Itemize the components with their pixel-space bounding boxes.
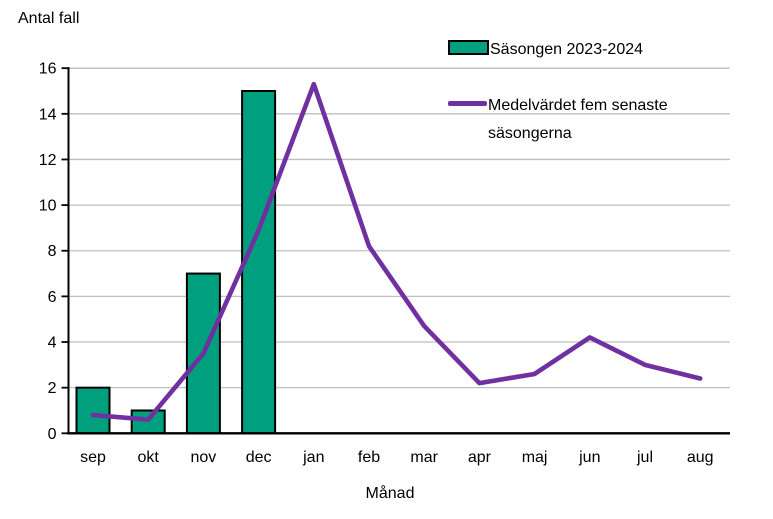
x-axis-tick-label-nov: nov	[191, 449, 217, 466]
x-axis-tick-label-mar: mar	[410, 449, 438, 466]
y-axis-tick-label-4: 4	[48, 335, 57, 352]
bar-dec	[241, 90, 277, 435]
y-axis-tick-label-12: 12	[39, 152, 57, 169]
y-axis-title: Antal fall	[18, 10, 80, 27]
x-axis-tick-label-feb: feb	[358, 449, 380, 466]
x-axis-tick-label-jul: jul	[636, 449, 653, 466]
y-axis-tick-label-2: 2	[48, 380, 57, 397]
y-axis-tick-label-16: 16	[39, 61, 57, 78]
line-series-swatch-icon	[448, 101, 487, 106]
y-axis-tick-label-14: 14	[39, 106, 57, 123]
legend-item-line-series: Medelvärdet fem senaste säsongerna	[448, 92, 706, 148]
x-axis-tick-label-jun: jun	[578, 449, 600, 466]
mean-line	[90, 81, 703, 422]
legend-label-line-series: Medelvärdet fem senaste säsongerna	[488, 97, 668, 142]
x-axis-tick-label-okt: okt	[138, 449, 160, 466]
legend-item-bar-series: Säsongen 2023-2024	[448, 36, 643, 64]
y-axis-tick-label-8: 8	[48, 243, 57, 260]
x-axis-title: Månad	[365, 485, 415, 502]
bar-sep	[75, 386, 111, 435]
x-axis-tick-label-maj: maj	[522, 449, 548, 466]
bar-series-swatch-icon	[448, 40, 489, 55]
y-axis-tick-label-6: 6	[48, 289, 57, 306]
x-axis-tick-label-sep: sep	[80, 449, 106, 466]
x-axis-tick-label-dec: dec	[246, 449, 272, 466]
y-axis-tick-label-10: 10	[39, 198, 57, 215]
y-axis-tick-label-0: 0	[48, 426, 57, 443]
legend-label-bar-series: Säsongen 2023-2024	[490, 41, 644, 58]
x-axis-tick-label-aug: aug	[687, 449, 714, 466]
x-axis-tick-label-apr: apr	[468, 449, 492, 466]
x-axis-tick-label-jan: jan	[302, 449, 324, 466]
